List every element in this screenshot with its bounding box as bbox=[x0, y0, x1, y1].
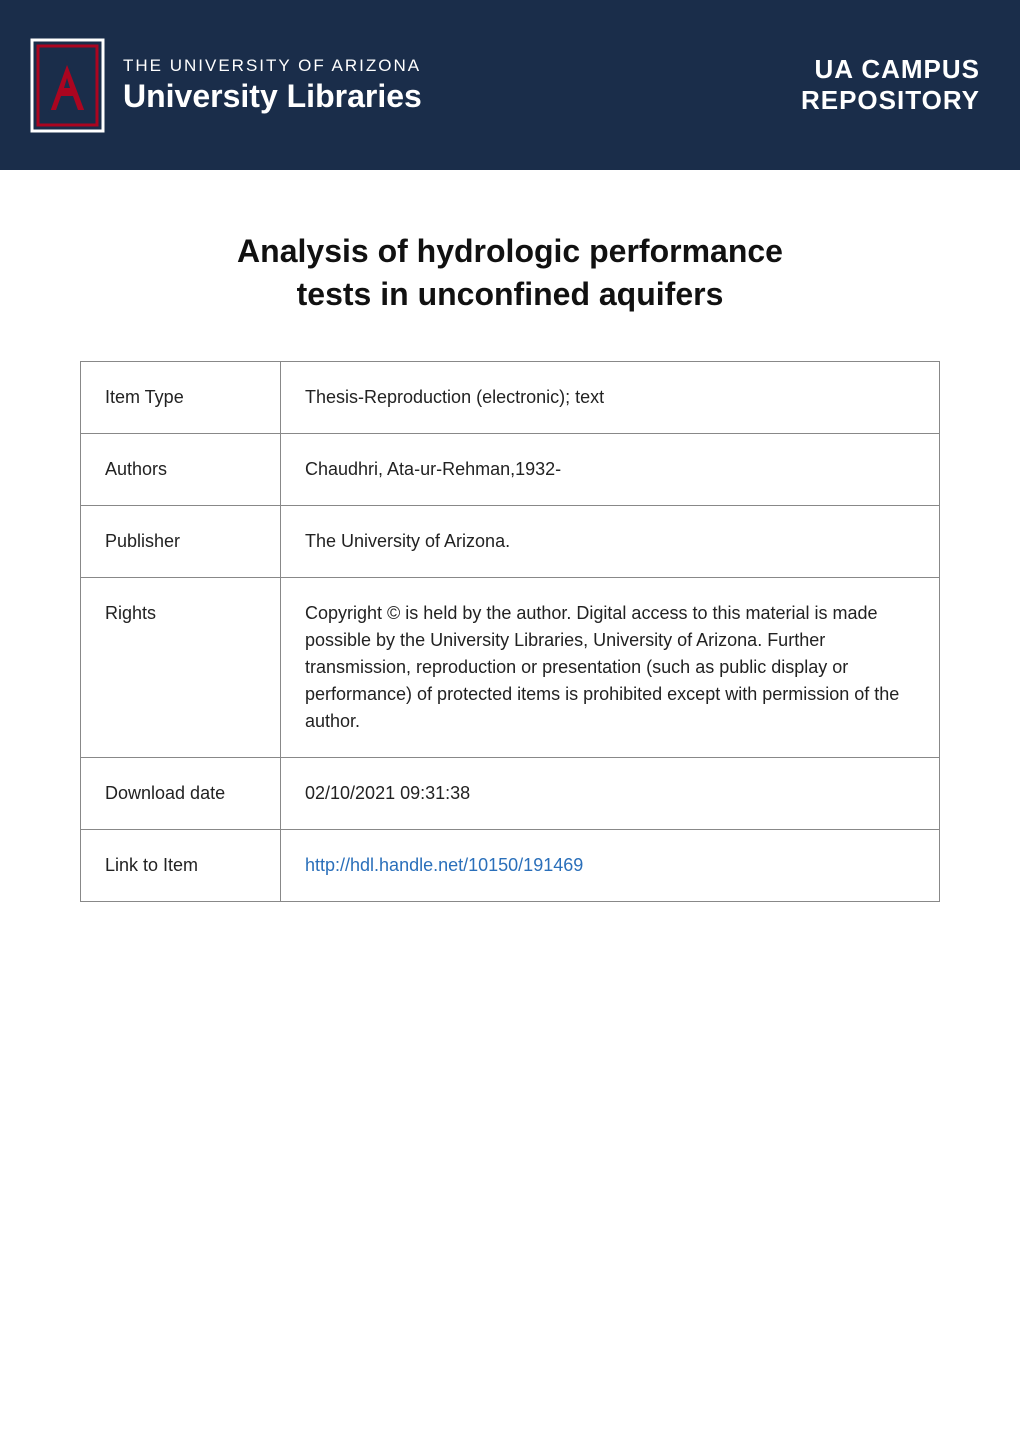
logo-block: THE UNIVERSITY OF ARIZONA University Lib… bbox=[30, 38, 422, 133]
table-row: Publisher The University of Arizona. bbox=[81, 506, 940, 578]
row-value: http://hdl.handle.net/10150/191469 bbox=[281, 830, 940, 902]
row-value: 02/10/2021 09:31:38 bbox=[281, 758, 940, 830]
header-banner: THE UNIVERSITY OF ARIZONA University Lib… bbox=[0, 0, 1020, 170]
row-label: Link to Item bbox=[81, 830, 281, 902]
row-value: Thesis-Reproduction (electronic); text bbox=[281, 362, 940, 434]
logo-title: University Libraries bbox=[123, 78, 422, 115]
table-row: Download date 02/10/2021 09:31:38 bbox=[81, 758, 940, 830]
item-link[interactable]: http://hdl.handle.net/10150/191469 bbox=[305, 855, 583, 875]
main-content: Analysis of hydrologic performance tests… bbox=[0, 170, 1020, 902]
table-row: Item Type Thesis-Reproduction (electroni… bbox=[81, 362, 940, 434]
title-line2: tests in unconfined aquifers bbox=[297, 276, 724, 312]
table-row: Rights Copyright © is held by the author… bbox=[81, 578, 940, 758]
row-label: Authors bbox=[81, 434, 281, 506]
repository-label: UA CAMPUS REPOSITORY bbox=[801, 54, 980, 116]
table-row: Link to Item http://hdl.handle.net/10150… bbox=[81, 830, 940, 902]
row-label: Rights bbox=[81, 578, 281, 758]
repository-label-line1: UA CAMPUS bbox=[801, 54, 980, 85]
page-title: Analysis of hydrologic performance tests… bbox=[80, 230, 940, 316]
row-label: Publisher bbox=[81, 506, 281, 578]
row-value: Copyright © is held by the author. Digit… bbox=[281, 578, 940, 758]
logo-text: THE UNIVERSITY OF ARIZONA University Lib… bbox=[123, 56, 422, 115]
row-value: Chaudhri, Ata-ur-Rehman,1932- bbox=[281, 434, 940, 506]
row-label: Item Type bbox=[81, 362, 281, 434]
repository-label-line2: REPOSITORY bbox=[801, 85, 980, 116]
logo-subtitle: THE UNIVERSITY OF ARIZONA bbox=[123, 56, 422, 76]
row-value: The University of Arizona. bbox=[281, 506, 940, 578]
ua-logo-icon bbox=[30, 38, 105, 133]
title-line1: Analysis of hydrologic performance bbox=[237, 233, 783, 269]
metadata-table: Item Type Thesis-Reproduction (electroni… bbox=[80, 361, 940, 902]
row-label: Download date bbox=[81, 758, 281, 830]
table-row: Authors Chaudhri, Ata-ur-Rehman,1932- bbox=[81, 434, 940, 506]
